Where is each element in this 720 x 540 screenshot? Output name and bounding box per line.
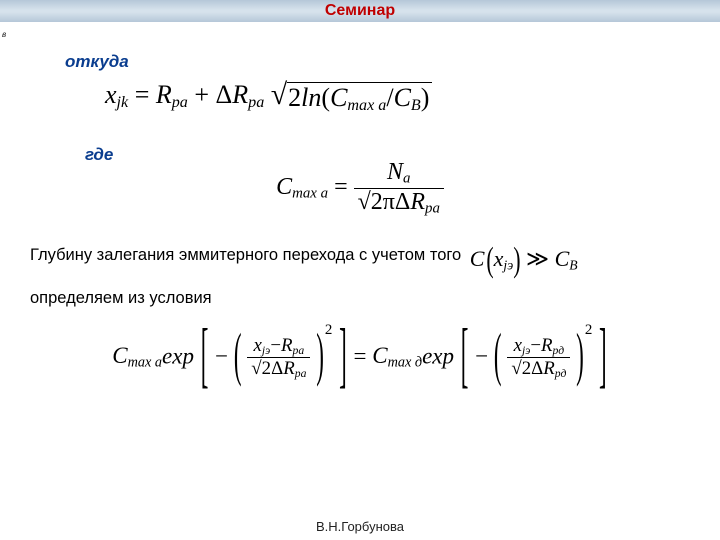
r-d: Δ — [531, 358, 543, 379]
rpar1: ) — [421, 83, 430, 112]
sym-R2: R — [232, 80, 248, 109]
r-C: C — [372, 343, 387, 368]
sub-pa3: ра — [425, 200, 440, 216]
cB: В — [569, 258, 577, 273]
l-C: C — [112, 343, 127, 368]
lpar1: ( — [321, 83, 330, 112]
r-neg: − — [475, 344, 488, 369]
sub-B1: В — [411, 97, 421, 114]
r-s2: √2 — [511, 358, 531, 379]
sym-R1: R — [156, 80, 172, 109]
l-pa2: ра — [295, 367, 307, 380]
l-x: x — [254, 335, 262, 356]
sym-C1: C — [330, 83, 347, 112]
l-s2: √2 — [251, 358, 271, 379]
sub-maxa2: max а — [292, 185, 328, 201]
sub-pa1: ра — [172, 95, 188, 112]
sym-gg: ≫ — [526, 246, 555, 271]
header-bar: Семинар — [0, 0, 720, 22]
l-min: − — [270, 335, 281, 356]
r-min: − — [530, 335, 541, 356]
r-pd2: рд — [555, 367, 567, 380]
l-pa: ра — [293, 344, 305, 357]
r-sq: 2 — [585, 322, 592, 338]
body-text-1a: Глубину залегания эммитерного перехода с… — [30, 246, 461, 264]
sym-C3: C — [276, 174, 292, 200]
inline-condition: C (xjэ) ≫ CВ — [470, 245, 578, 275]
body-text-2: определяем из условия — [30, 289, 690, 308]
r-maxd: max д — [388, 354, 423, 370]
cC2: C — [555, 246, 570, 271]
l-R: R — [281, 335, 293, 356]
r-exp: exp — [422, 344, 454, 369]
sym-delta2: Δ — [395, 189, 410, 215]
sym-2: 2 — [288, 83, 301, 112]
sub-jk: jk — [117, 95, 129, 112]
content: откуда xjk = Rра + ΔRра √ 2ln(Cmax а/CВ)… — [0, 22, 720, 380]
cJe: jэ — [503, 258, 513, 273]
label-whence: откуда — [65, 52, 690, 72]
r-R: R — [541, 335, 553, 356]
l-exp: exp — [162, 344, 194, 369]
sym-x: x — [105, 80, 117, 109]
sym-eq: = — [135, 80, 156, 109]
footer-author: В.Н.Горбунова — [0, 519, 720, 534]
sub-maxa1: max а — [347, 97, 386, 114]
sym-C2: C — [394, 83, 411, 112]
sym-ln: ln — [301, 83, 321, 112]
sym-plus: + — [194, 80, 215, 109]
page-title: Семинар — [325, 2, 395, 19]
r-pd: рд — [553, 344, 565, 357]
l-maxa: max а — [128, 354, 162, 370]
l-d: Δ — [271, 358, 283, 379]
sym-eq2: = — [334, 174, 354, 200]
equation-condition: Cmax аexp [ − ( xjэ−Rра √2ΔRра )2 ] = Cm… — [30, 322, 690, 380]
l-neg: − — [215, 344, 228, 369]
sub-pa2: ра — [248, 95, 264, 112]
corner-letter: в — [2, 30, 6, 39]
cC: C — [470, 246, 485, 271]
equation-xjk: xjk = Rра + ΔRра √ 2ln(Cmax а/CВ) — [105, 80, 690, 115]
r-x: x — [514, 335, 522, 356]
slash: / — [386, 83, 393, 112]
body-text-1: Глубину залегания эммитерного перехода с… — [30, 245, 690, 275]
sym-sqrt2pi: √2π — [358, 189, 395, 215]
sub-a: а — [403, 171, 410, 187]
l-sq: 2 — [325, 322, 332, 338]
cX: x — [494, 246, 504, 271]
r-R2: R — [543, 358, 555, 379]
sym-delta1: Δ — [216, 80, 233, 109]
m-eq: = — [354, 344, 373, 369]
equation-cmaxa: Cmax а = Nа √2πΔRра — [30, 159, 690, 217]
l-R2: R — [283, 358, 295, 379]
sym-N: N — [387, 159, 403, 185]
sym-R3: R — [410, 189, 425, 215]
